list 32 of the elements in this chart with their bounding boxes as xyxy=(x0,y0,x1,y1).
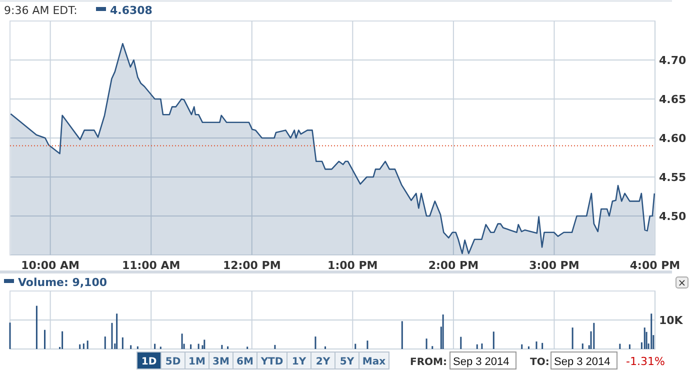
text: Sep 3 2014 xyxy=(453,356,510,368)
text: 1Y xyxy=(292,356,307,368)
text: 3M xyxy=(212,356,230,368)
text: Max xyxy=(362,356,386,368)
text: YTD xyxy=(260,356,284,368)
x-tick-label: 11:00 AM xyxy=(122,259,180,272)
text: 1M xyxy=(188,356,206,368)
y-tick-label: 4.60 xyxy=(659,132,686,145)
x-tick-label: 1:00 PM xyxy=(328,259,378,272)
text: 6M xyxy=(236,356,254,368)
x-tick-label: 3:00 PM xyxy=(529,259,580,272)
text: 1D xyxy=(141,356,157,368)
text: FROM: xyxy=(410,357,447,368)
text: 5Y xyxy=(340,356,355,368)
x-tick-label: 2:00 PM xyxy=(428,259,479,272)
text: 4.6308 xyxy=(110,4,152,17)
text: × xyxy=(678,278,686,289)
text: 5D xyxy=(165,356,181,368)
y-tick-label: 10K xyxy=(659,314,684,327)
text: 2Y xyxy=(316,356,331,368)
text: -1.31% xyxy=(626,355,665,368)
text: 9:36 AM EDT: xyxy=(4,4,78,17)
x-tick-label: 12:00 PM xyxy=(222,259,281,272)
text: TO: xyxy=(530,357,550,368)
x-tick-label: 4:00 PM xyxy=(630,259,680,272)
text: Sep 3 2014 xyxy=(554,356,610,368)
text: Volume: 9,100 xyxy=(18,276,108,289)
y-tick-label: 4.70 xyxy=(659,54,686,67)
y-tick-label: 4.55 xyxy=(659,171,686,184)
y-tick-label: 4.50 xyxy=(659,210,686,223)
x-tick-label: 10:00 AM xyxy=(21,259,80,272)
y-tick-label: 4.65 xyxy=(659,93,686,106)
